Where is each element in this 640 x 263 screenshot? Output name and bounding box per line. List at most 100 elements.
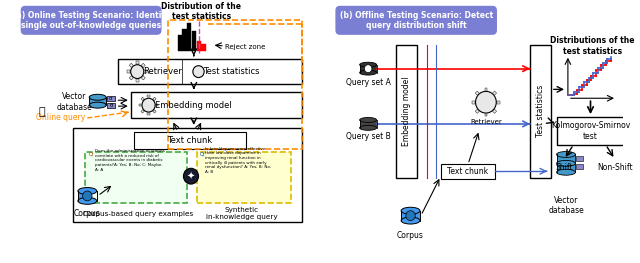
Text: Online query: Online query — [36, 113, 86, 123]
Bar — [441, 164, 495, 179]
Bar — [136, 79, 139, 82]
Bar — [360, 65, 376, 73]
Text: (b) Offline Testing Scenario: Detect
query distribution shift: (b) Offline Testing Scenario: Detect que… — [340, 11, 493, 30]
Bar — [557, 117, 625, 145]
Text: Corpus: Corpus — [397, 231, 424, 240]
Bar — [127, 70, 130, 73]
Text: Text chunk: Text chunk — [447, 167, 488, 176]
Circle shape — [476, 91, 496, 113]
Ellipse shape — [557, 151, 575, 158]
Ellipse shape — [360, 70, 376, 75]
Circle shape — [406, 211, 415, 221]
Bar — [484, 114, 487, 117]
Bar — [141, 97, 144, 100]
Ellipse shape — [78, 198, 97, 204]
Bar — [141, 76, 145, 80]
Text: Kolmogorov-Smirnov
test: Kolmogorov-Smirnov test — [551, 121, 630, 140]
Ellipse shape — [360, 125, 376, 130]
Text: σ: σ — [109, 96, 113, 101]
Circle shape — [142, 98, 155, 112]
Ellipse shape — [401, 207, 420, 214]
Bar — [107, 103, 115, 108]
Bar — [396, 45, 417, 178]
FancyBboxPatch shape — [21, 7, 161, 34]
Text: Corpus-based query examples: Corpus-based query examples — [83, 211, 193, 217]
Bar — [129, 63, 133, 67]
Bar — [147, 95, 150, 98]
Text: Retriever: Retriever — [470, 119, 502, 125]
Bar — [497, 101, 500, 104]
Bar — [141, 63, 145, 67]
Ellipse shape — [557, 160, 575, 166]
Circle shape — [193, 66, 204, 78]
Bar — [484, 88, 487, 91]
Bar — [493, 109, 497, 113]
Text: Q:: Q: — [88, 152, 94, 157]
Text: Distribution of the
test statistics: Distribution of the test statistics — [161, 2, 241, 21]
Bar — [568, 55, 617, 98]
Text: Synthetic
in-knowledge query: Synthetic in-knowledge query — [206, 207, 278, 220]
Bar — [136, 61, 139, 64]
Bar — [141, 110, 144, 113]
Bar — [134, 132, 246, 149]
Text: (a) Online Testing Scenario: Identify
single out-of-knowledge queries: (a) Online Testing Scenario: Identify si… — [13, 11, 170, 30]
Bar — [182, 29, 187, 51]
Bar — [178, 35, 182, 51]
Ellipse shape — [89, 102, 106, 108]
Ellipse shape — [78, 188, 97, 194]
Bar — [188, 23, 191, 51]
Bar — [89, 97, 106, 105]
Text: Shift: Shift — [556, 163, 573, 172]
Bar — [131, 92, 302, 118]
Bar — [577, 164, 583, 169]
Bar — [360, 120, 376, 128]
Bar — [153, 97, 156, 100]
Bar — [476, 109, 479, 113]
Text: Does the administration of statins
correlate with a reduced risk of
cardiovascul: Does the administration of statins corre… — [95, 149, 164, 171]
Text: Retriever: Retriever — [143, 67, 182, 76]
Bar — [139, 104, 141, 106]
Bar — [118, 59, 302, 84]
Text: Non-Shift: Non-Shift — [597, 163, 633, 172]
Bar — [493, 91, 497, 95]
Ellipse shape — [557, 169, 575, 175]
Bar — [202, 44, 205, 51]
Bar — [153, 110, 156, 113]
Bar — [196, 41, 201, 51]
Circle shape — [83, 191, 92, 201]
Bar — [78, 191, 97, 201]
Bar — [476, 91, 479, 95]
Text: Test statistics: Test statistics — [536, 85, 545, 137]
Bar — [192, 31, 196, 51]
Bar — [530, 45, 551, 178]
Bar — [73, 128, 302, 221]
Text: Is fenoldopam more effective
than low-dose dopamine in
improving renal function : Is fenoldopam more effective than low-do… — [205, 147, 271, 174]
Bar — [156, 104, 158, 106]
Bar — [129, 76, 133, 80]
Text: 🧑: 🧑 — [39, 107, 45, 117]
Text: Embedding model: Embedding model — [403, 76, 412, 146]
Ellipse shape — [360, 118, 376, 122]
Bar — [107, 96, 115, 101]
Circle shape — [131, 65, 144, 79]
Bar — [147, 113, 150, 115]
Text: Text chunk: Text chunk — [168, 136, 212, 145]
Text: Q:: Q: — [200, 152, 205, 157]
Text: Corpus: Corpus — [74, 209, 100, 218]
Text: Vector
database: Vector database — [548, 196, 584, 215]
Text: Reject zone: Reject zone — [225, 44, 265, 50]
Bar — [577, 156, 583, 161]
Text: Query set B: Query set B — [346, 132, 390, 141]
Text: Query set A: Query set A — [346, 78, 390, 87]
Bar — [557, 154, 575, 172]
FancyBboxPatch shape — [336, 7, 496, 34]
Circle shape — [184, 168, 198, 184]
Circle shape — [364, 65, 372, 73]
Text: Test statistics: Test statistics — [204, 67, 260, 76]
Ellipse shape — [401, 217, 420, 224]
Bar — [85, 151, 188, 203]
Text: Vector
database: Vector database — [56, 93, 92, 112]
Bar — [472, 101, 475, 104]
Text: θ: θ — [109, 103, 113, 108]
Bar — [168, 20, 302, 149]
